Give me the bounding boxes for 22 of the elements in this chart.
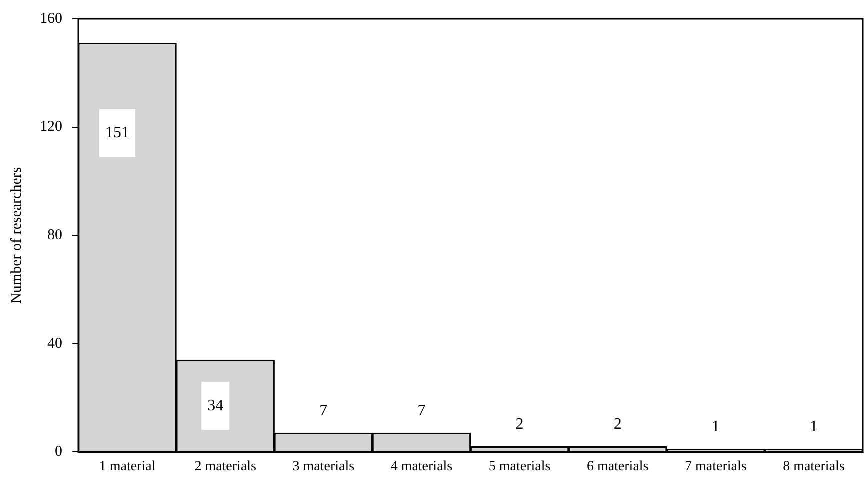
data-label: 1 [810, 418, 818, 436]
x-tick-label: 1 material [99, 459, 156, 474]
y-tick-label: 80 [48, 228, 62, 244]
y-axis-title: Number of researchers [8, 167, 25, 304]
x-tick-label: 2 materials [194, 459, 256, 474]
x-tick-label: 7 materials [685, 459, 747, 474]
x-tick-label: 6 materials [586, 459, 649, 474]
y-tick-label: 120 [40, 119, 62, 136]
y-tick-label: 40 [48, 336, 62, 352]
x-tick-label: 8 materials [783, 459, 845, 474]
x-tick-label: 3 materials [292, 459, 355, 474]
x-tick-label: 5 materials [488, 459, 551, 474]
data-label: 7 [418, 402, 426, 420]
data-label: 34 [208, 397, 224, 414]
y-tick-label: 0 [55, 444, 62, 460]
data-label: 1 [712, 418, 720, 436]
x-tick-label: 4 materials [390, 459, 453, 474]
y-tick-label: 160 [40, 10, 62, 27]
data-label: 2 [516, 416, 524, 433]
data-label: 151 [106, 124, 130, 142]
data-label: 7 [320, 402, 328, 420]
data-label: 2 [614, 416, 622, 433]
